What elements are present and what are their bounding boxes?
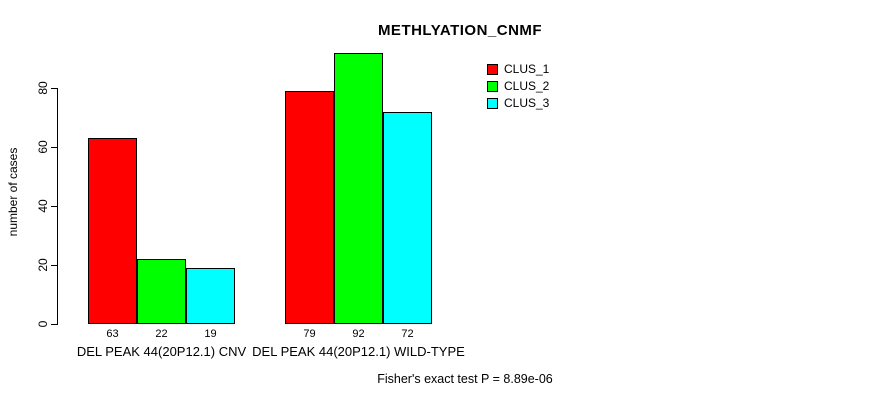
x-category-label: DEL PEAK 44(20P12.1) CNV xyxy=(76,344,247,359)
bar-value-label: 92 xyxy=(352,328,365,340)
bar xyxy=(186,267,235,324)
annotation-text: Fisher's exact test P = 8.89e-06 xyxy=(377,372,553,386)
legend: CLUS_1 CLUS_2 CLUS_3 xyxy=(487,62,549,113)
y-tick xyxy=(51,206,57,207)
legend-label: CLUS_3 xyxy=(504,96,550,110)
legend-swatch xyxy=(487,63,498,75)
bar-value-label: 19 xyxy=(204,328,217,340)
y-tick xyxy=(51,324,57,325)
bar-value-label: 63 xyxy=(106,328,119,340)
x-category-label: DEL PEAK 44(20P12.1) WILD-TYPE xyxy=(252,344,465,359)
y-tick-label: 80 xyxy=(36,81,50,95)
bar-value-label: 22 xyxy=(155,328,168,340)
legend-label: CLUS_1 xyxy=(504,62,550,76)
bar-value-label: 79 xyxy=(303,328,316,340)
legend-label: CLUS_2 xyxy=(504,79,550,93)
y-tick xyxy=(51,265,57,266)
legend-item: CLUS_1 xyxy=(487,62,549,76)
legend-item: CLUS_2 xyxy=(487,79,549,93)
bar xyxy=(334,52,383,324)
legend-item: CLUS_3 xyxy=(487,96,549,110)
y-axis-line xyxy=(57,88,58,325)
y-tick-label: 20 xyxy=(36,258,50,272)
bar xyxy=(285,90,334,324)
y-tick-label: 0 xyxy=(36,320,50,328)
y-tick-label: 40 xyxy=(36,199,50,213)
y-tick xyxy=(51,88,57,89)
bar xyxy=(383,111,432,324)
y-axis-label: number of cases xyxy=(6,147,20,237)
y-tick xyxy=(51,147,57,148)
bar-value-label: 72 xyxy=(401,328,414,340)
y-tick-label: 60 xyxy=(36,140,50,154)
chart-title: METHLYATION_CNMF xyxy=(377,22,543,39)
bar xyxy=(88,138,137,324)
legend-swatch xyxy=(487,97,498,109)
legend-swatch xyxy=(487,80,498,92)
bar xyxy=(137,259,186,324)
